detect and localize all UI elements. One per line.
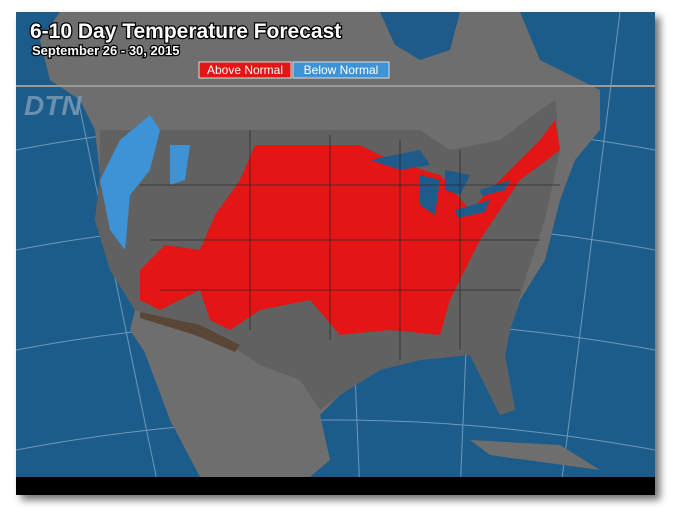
border-shade: [140, 312, 240, 352]
cuba: [470, 440, 600, 470]
state-lines: [140, 130, 560, 360]
legend-swatch: [292, 61, 390, 79]
legend-swatch: [198, 61, 292, 79]
title: 6-10 Day Temperature Forecast: [30, 20, 341, 43]
bottom-bar: [16, 477, 655, 495]
legend-label: Above Normal: [207, 63, 283, 77]
legend-label: Below Normal: [304, 63, 379, 77]
below-normal-area: [100, 115, 160, 250]
baja: [140, 330, 185, 425]
subtitle: September 26 - 30, 2015: [32, 43, 179, 58]
map: [16, 12, 655, 495]
legend: Above Normal Below Normal: [198, 61, 390, 79]
hudson-bay: [380, 12, 460, 60]
watermark: DTN: [24, 90, 82, 121]
above-normal-area: [140, 120, 560, 335]
great-lakes: [370, 150, 510, 218]
below-normal-area: [170, 145, 190, 185]
